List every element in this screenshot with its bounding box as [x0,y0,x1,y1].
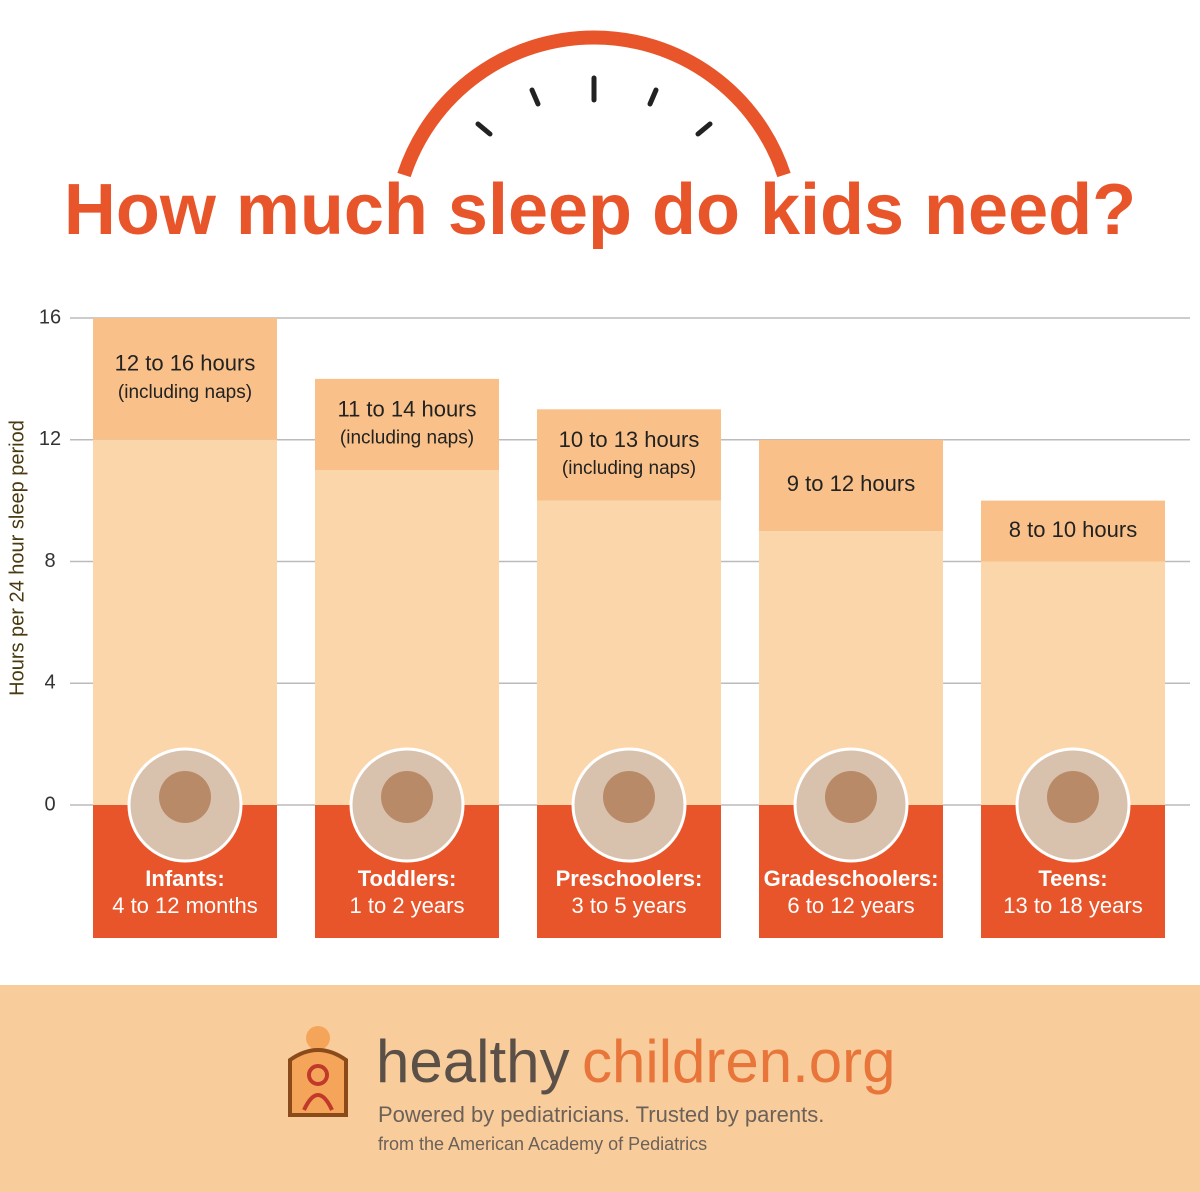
category-name: Preschoolers: [556,866,703,891]
tagline: Powered by pediatricians. Trusted by par… [378,1102,824,1127]
category-ages: 4 to 12 months [112,893,258,918]
range-label: 11 to 14 hours [337,396,476,421]
y-tick-label: 16 [39,306,61,328]
plot: 0 4 8 12 16 12 to 16 hours (including naps) Inf… [39,306,1190,938]
brand-healthy: healthy [376,1028,569,1095]
y-axis-label: Hours per 24 hour sleep period [6,420,28,696]
range-label: 9 to 12 hours [787,471,915,496]
clock-arc [397,30,791,178]
y-tick-label: 12 [39,428,61,450]
range-note: (including naps) [340,428,474,449]
range-label: 10 to 13 hours [559,427,700,452]
bar-range [981,500,1165,562]
photo-face [825,771,877,823]
bar-range [537,409,721,501]
brand-children: children.org [582,1028,896,1095]
chart-title: How much sleep do kids need? [64,170,1136,250]
photo-face [381,771,433,823]
photo-face [1047,771,1099,823]
bar-range [759,439,943,532]
y-tick-label: 8 [44,550,55,572]
bar-base [93,439,277,805]
range-label: 12 to 16 hours [115,351,256,376]
range-note: (including naps) [562,458,696,479]
photo-face [603,771,655,823]
category-ages: 3 to 5 years [572,893,687,918]
category-ages: 13 to 18 years [1003,893,1142,918]
bar-range [315,378,499,471]
category-name: Infants: [145,866,224,891]
logo-icon [288,1026,348,1117]
source: from the American Academy of Pediatrics [378,1134,707,1154]
category-name: Gradeschoolers: [764,866,939,891]
y-tick-label: 0 [44,793,55,815]
category-name: Toddlers: [358,866,457,891]
clock-ticks [475,75,713,137]
range-label: 8 to 10 hours [1009,517,1137,542]
bar-range [93,318,277,440]
y-tick-label: 4 [44,672,55,694]
category-ages: 1 to 2 years [350,893,465,918]
category-name: Teens: [1038,866,1107,891]
photo-face [159,771,211,823]
category-ages: 6 to 12 years [787,893,914,918]
footer-band [0,985,1200,1192]
range-note: (including naps) [118,382,252,403]
